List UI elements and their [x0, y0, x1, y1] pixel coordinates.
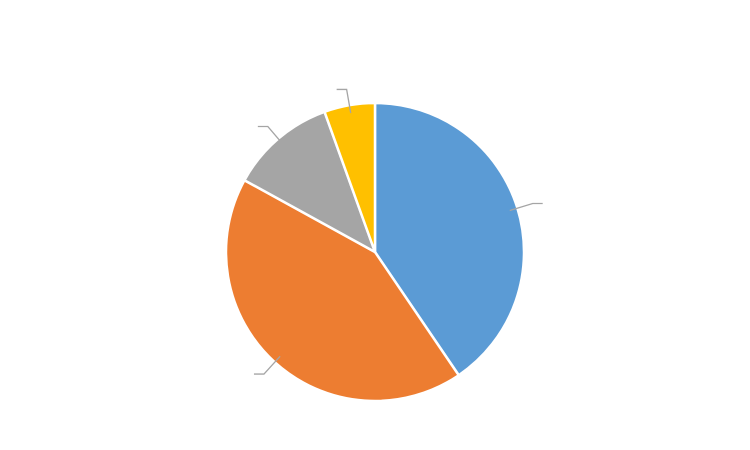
slices-layer — [224, 101, 526, 403]
leader-line-4 — [336, 88, 352, 114]
leader-line-1 — [509, 202, 543, 212]
leader-line-3 — [257, 125, 284, 146]
leader-line-2 — [253, 355, 281, 375]
leader-lines-layer — [253, 88, 543, 375]
